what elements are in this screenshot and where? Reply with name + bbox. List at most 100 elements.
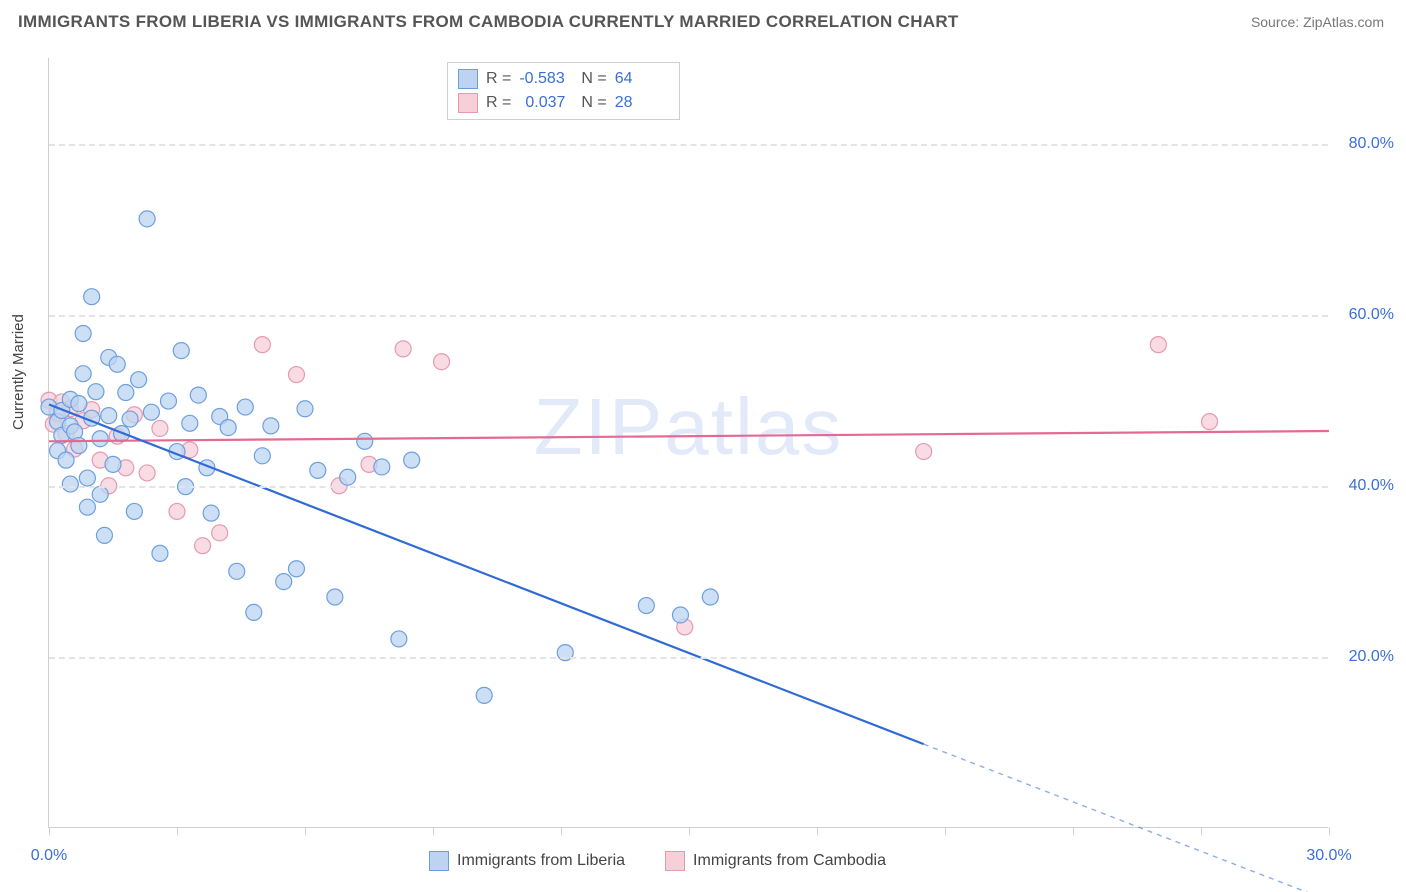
scatter-point — [374, 459, 390, 475]
chart-svg — [49, 58, 1328, 827]
y-tick-label: 40.0% — [1349, 477, 1394, 495]
y-tick-label: 60.0% — [1349, 306, 1394, 324]
scatter-point — [195, 538, 211, 554]
gridline — [49, 315, 1328, 317]
scatter-point — [916, 444, 932, 460]
legend-label-liberia: Immigrants from Liberia — [457, 852, 625, 870]
scatter-point — [212, 525, 228, 541]
y-tick-label: 80.0% — [1349, 135, 1394, 153]
x-tick — [177, 827, 178, 835]
legend-correlation-box: R = -0.583 N = 64 R = 0.037 N = 28 — [447, 62, 680, 120]
r-label: R = — [486, 94, 511, 112]
x-tick — [945, 827, 946, 835]
scatter-point — [340, 469, 356, 485]
source-label: Source: ZipAtlas.com — [1251, 14, 1384, 30]
scatter-point — [160, 393, 176, 409]
gridline — [49, 486, 1328, 488]
scatter-point — [139, 211, 155, 227]
scatter-point — [395, 341, 411, 357]
scatter-point — [75, 325, 91, 341]
legend-row-cambodia: R = 0.037 N = 28 — [458, 91, 669, 115]
scatter-point — [152, 545, 168, 561]
swatch-cambodia — [458, 93, 478, 113]
scatter-point — [173, 343, 189, 359]
scatter-point — [101, 408, 117, 424]
scatter-point — [254, 337, 270, 353]
scatter-point — [126, 503, 142, 519]
scatter-point — [131, 372, 147, 388]
scatter-point — [672, 607, 688, 623]
scatter-point — [96, 527, 112, 543]
scatter-point — [327, 589, 343, 605]
x-tick — [1329, 827, 1330, 835]
scatter-point — [79, 499, 95, 515]
scatter-point — [434, 354, 450, 370]
scatter-point — [122, 411, 138, 427]
scatter-point — [357, 433, 373, 449]
scatter-point — [229, 563, 245, 579]
scatter-point — [1202, 414, 1218, 430]
scatter-point — [139, 465, 155, 481]
scatter-point — [118, 385, 134, 401]
swatch-cambodia-icon — [665, 851, 685, 871]
swatch-liberia — [458, 69, 478, 89]
r-value-liberia: -0.583 — [519, 70, 573, 88]
scatter-point — [476, 687, 492, 703]
x-tick — [561, 827, 562, 835]
scatter-point — [246, 604, 262, 620]
scatter-point — [143, 404, 159, 420]
y-axis-label: Currently Married — [10, 314, 27, 430]
scatter-point — [79, 470, 95, 486]
regression-line — [49, 431, 1329, 441]
n-value-liberia: 64 — [615, 70, 669, 88]
x-tick — [305, 827, 306, 835]
legend-label-cambodia: Immigrants from Cambodia — [693, 852, 886, 870]
swatch-liberia-icon — [429, 851, 449, 871]
scatter-point — [702, 589, 718, 605]
y-tick-label: 20.0% — [1349, 648, 1394, 666]
scatter-point — [288, 561, 304, 577]
scatter-point — [109, 356, 125, 372]
scatter-point — [84, 289, 100, 305]
x-tick — [1201, 827, 1202, 835]
n-value-cambodia: 28 — [615, 94, 669, 112]
gridline — [49, 657, 1328, 659]
legend-row-liberia: R = -0.583 N = 64 — [458, 67, 669, 91]
legend-item-liberia: Immigrants from Liberia — [429, 851, 625, 871]
scatter-point — [203, 505, 219, 521]
scatter-point — [92, 486, 108, 502]
x-tick — [433, 827, 434, 835]
gridline — [49, 144, 1328, 146]
scatter-point — [638, 598, 654, 614]
scatter-point — [288, 367, 304, 383]
r-label: R = — [486, 70, 511, 88]
scatter-point — [62, 476, 78, 492]
x-tick — [689, 827, 690, 835]
n-label: N = — [581, 94, 606, 112]
scatter-point — [276, 574, 292, 590]
scatter-point — [71, 396, 87, 412]
legend-series: Immigrants from Liberia Immigrants from … — [429, 851, 886, 871]
scatter-point — [254, 448, 270, 464]
scatter-point — [190, 387, 206, 403]
scatter-point — [263, 418, 279, 434]
scatter-point — [220, 420, 236, 436]
x-tick — [49, 827, 50, 835]
scatter-point — [152, 420, 168, 436]
x-tick — [1073, 827, 1074, 835]
scatter-point — [92, 431, 108, 447]
scatter-point — [237, 399, 253, 415]
scatter-point — [297, 401, 313, 417]
x-tick — [817, 827, 818, 835]
n-label: N = — [581, 70, 606, 88]
scatter-point — [1150, 337, 1166, 353]
scatter-point — [169, 503, 185, 519]
scatter-point — [75, 366, 91, 382]
x-tick-label: 30.0% — [1306, 847, 1351, 865]
scatter-point — [182, 415, 198, 431]
scatter-point — [58, 452, 74, 468]
header-row: IMMIGRANTS FROM LIBERIA VS IMMIGRANTS FR… — [0, 0, 1406, 38]
legend-item-cambodia: Immigrants from Cambodia — [665, 851, 886, 871]
plot-area: ZIPatlas R = -0.583 N = 64 R = 0.037 N =… — [48, 58, 1328, 828]
r-value-cambodia: 0.037 — [519, 94, 573, 112]
